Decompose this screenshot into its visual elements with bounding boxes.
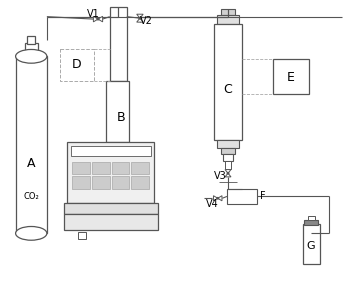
Bar: [273, 59, 309, 95]
Text: V2: V2: [140, 16, 153, 26]
Bar: [67, 142, 154, 203]
Bar: [225, 161, 231, 169]
Bar: [92, 162, 110, 174]
Bar: [227, 189, 257, 204]
Bar: [221, 148, 235, 154]
Bar: [217, 14, 239, 24]
Bar: [308, 216, 315, 220]
Polygon shape: [93, 16, 98, 22]
Bar: [72, 162, 90, 174]
Bar: [64, 213, 158, 230]
Bar: [111, 162, 129, 174]
Polygon shape: [218, 196, 222, 201]
Bar: [111, 176, 129, 189]
Polygon shape: [225, 173, 231, 177]
Bar: [131, 162, 149, 174]
Polygon shape: [137, 14, 143, 18]
Circle shape: [217, 198, 218, 199]
Bar: [72, 176, 90, 189]
Bar: [71, 146, 151, 156]
Text: V1: V1: [87, 9, 100, 18]
Bar: [78, 232, 86, 239]
Bar: [221, 9, 235, 14]
Circle shape: [139, 18, 141, 19]
Polygon shape: [225, 170, 231, 173]
Text: C: C: [223, 83, 232, 96]
Bar: [60, 49, 94, 81]
Bar: [223, 154, 233, 161]
Polygon shape: [213, 196, 218, 201]
Text: E: E: [287, 71, 295, 83]
Bar: [92, 176, 110, 189]
Text: A: A: [27, 157, 36, 170]
Ellipse shape: [16, 226, 47, 240]
Text: CO₂: CO₂: [24, 192, 39, 201]
Circle shape: [227, 172, 229, 174]
Bar: [25, 43, 38, 58]
Bar: [217, 140, 239, 148]
Text: F: F: [260, 192, 265, 201]
Text: D: D: [72, 59, 82, 71]
Bar: [27, 36, 35, 44]
Polygon shape: [98, 16, 103, 22]
Bar: [303, 224, 320, 264]
Text: V3: V3: [214, 171, 227, 181]
Text: B: B: [117, 111, 125, 124]
Polygon shape: [137, 18, 143, 22]
Bar: [64, 203, 158, 213]
Circle shape: [97, 18, 99, 20]
Text: G: G: [307, 241, 315, 251]
Bar: [106, 81, 129, 142]
Bar: [304, 220, 318, 225]
Bar: [16, 56, 47, 233]
Bar: [214, 24, 242, 140]
Bar: [110, 7, 127, 81]
Ellipse shape: [16, 50, 47, 63]
Text: V4: V4: [206, 199, 219, 209]
Bar: [131, 176, 149, 189]
